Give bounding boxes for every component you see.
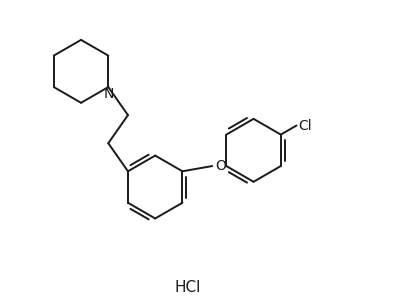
- Text: O: O: [216, 159, 227, 173]
- Text: N: N: [104, 87, 114, 101]
- Text: Cl: Cl: [299, 119, 312, 132]
- Text: HCl: HCl: [175, 280, 201, 294]
